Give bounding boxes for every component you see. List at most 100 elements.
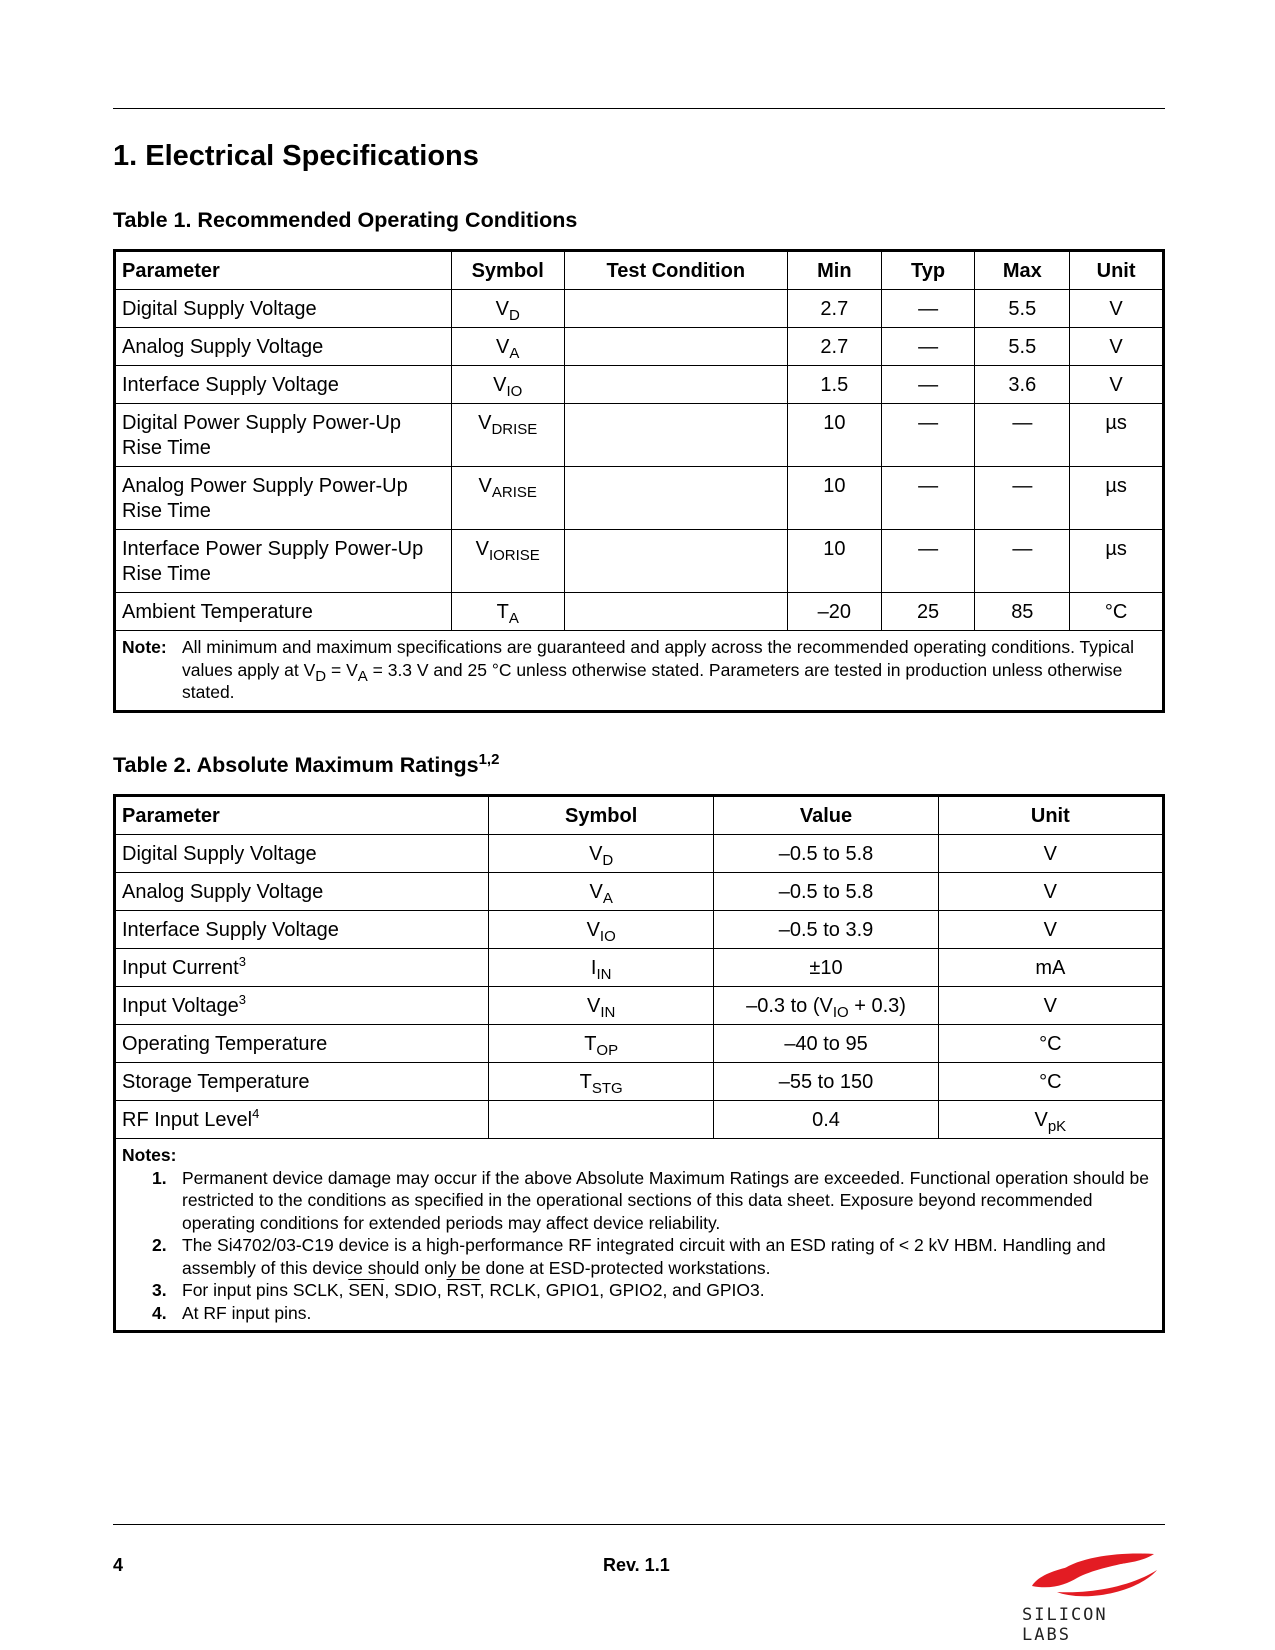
table2-header: Parameter [114,795,489,835]
symbol-subscript: IN [600,1004,616,1021]
symbol-cell: TA [450,592,565,631]
symbol-subscript: IN [596,966,612,983]
parameter-cell: Storage Temperature [114,1062,489,1101]
silicon-labs-logo-icon [1032,1553,1157,1597]
parameter-cell: Analog Supply Voltage [114,327,452,366]
parameter-cell: Interface Supply Voltage [114,365,452,404]
unit: V [1043,995,1058,1017]
table1-header: Test Condition [563,250,788,290]
symbol: V [495,298,509,320]
symbol-subscript: DRISE [491,421,538,438]
table-row: Digital Supply Voltage VD –0.5 to 5.8 V [114,834,1165,873]
value-cell: ±10 [713,948,939,987]
note-item: 2. The Si4702/03-C19 device is a high-per… [152,1234,1156,1279]
note-text: All minimum and maximum specifications a… [182,637,1134,702]
note-text: The Si4702/03-C19 device is a high-perfo… [182,1235,1106,1278]
parameter: Analog Supply Voltage [122,881,324,903]
max-cell: 3.6 [974,365,1071,404]
table1-header: Max [974,250,1071,290]
table-row: Interface Supply Voltage VIO 1.5—3.6 V [114,365,1164,404]
unit: V [1034,1109,1048,1131]
symbol-cell: TSTG [487,1062,715,1101]
parameter: Operating Temperature [122,1033,328,1055]
symbol: T [579,1071,592,1093]
table-row: Storage Temperature TSTG –55 to 150 °C [114,1062,1165,1101]
table-row: Interface Power Supply Power-Up Rise Tim… [114,529,1164,593]
table-row: Ambient Temperature TA –20 25 85 °C [114,592,1164,631]
table-row: Interface Supply Voltage VIO –0.5 to 3.9 V [114,910,1165,949]
parameter: RF Input Level [122,1109,253,1131]
silicon-labs-logo: SILICON LABS [1022,1548,1167,1645]
table2-header: Symbol [487,795,715,835]
max-cell: — [974,466,1071,530]
table-row: Input Voltage3 VIN –0.3 to (VIO + 0.3) V [114,986,1165,1025]
symbol: V [475,538,489,560]
min-cell: 2.7 [786,289,882,328]
max-cell: — [974,403,1071,467]
notes-label: Notes: [122,1145,177,1165]
symbol: V [496,336,510,358]
parameter: Input Current [122,957,239,979]
unit-cell: V [937,910,1165,949]
unit-cell: °C [937,1024,1165,1063]
parameter-cell: Interface Supply Voltage [114,910,489,949]
table1-header: Min [786,250,882,290]
symbol-cell: VIO [450,365,565,404]
symbol: V [586,995,601,1017]
symbol-subscript: IO [599,928,616,945]
table1-header: Unit [1069,250,1164,290]
value-cell: 0.4 [713,1100,939,1139]
symbol: T [496,601,509,623]
table1: Parameter Symbol Test Condition Min Typ Max Un… [113,249,1165,713]
value-cell: –0.5 to 5.8 [713,872,939,911]
symbol: T [584,1033,597,1055]
typ-cell: 25 [880,592,976,631]
unit-cell: µs [1069,529,1164,593]
unit-cell: VpK [937,1100,1165,1139]
footer-rule [113,1524,1165,1525]
parameter-cell: Interface Power Supply Power-Up Rise Tim… [114,529,452,593]
note-number: 2. [152,1235,167,1255]
note-item: 3. For input pins SCLK, SEN, SDIO, RST, R… [152,1279,1156,1302]
note-item: 1. Permanent device damage may occur if t… [152,1167,1156,1235]
table-row: Digital Power Supply Power-Up Rise Time V… [114,403,1164,467]
symbol: V [589,881,603,903]
note-text: For input pins SCLK, SEN, SDIO, RST, RCL… [182,1280,765,1300]
table-row: Analog Supply Voltage VA 2.7—5.5 V [114,327,1164,366]
parameter: Digital Supply Voltage [122,843,317,865]
parameter-cell: Analog Supply Voltage [114,872,489,911]
revision: Rev. 1.1 [603,1555,670,1575]
unit-cell: V [1069,365,1164,404]
note-row: Note: All minimum and maximum specificati… [114,630,1164,712]
unit-subscript: pK [1047,1118,1067,1135]
symbol-subscript: A [509,345,520,362]
parameter-cell: Input Voltage3 [114,986,489,1025]
unit: mA [1035,957,1066,979]
table-row: Input Current3 IIN ±10 mA [114,948,1165,987]
symbol-cell: VIO [487,910,715,949]
symbol-subscript: STG [591,1080,623,1097]
typ-cell: — [880,365,976,404]
parameter-cell: Operating Temperature [114,1024,489,1063]
unit: V [1043,881,1058,903]
symbol: I [590,957,597,979]
note-text: At RF input pins. [182,1302,312,1323]
table1-header: Parameter [114,250,452,290]
unit-cell: µs [1069,403,1164,467]
table2-notes: Notes: 1. Permanent device damage may occu… [114,1138,1164,1332]
unit-cell: V [1069,327,1164,366]
value-cell: –0.3 to (VIO + 0.3) [713,986,939,1025]
parameter: Interface Supply Voltage [122,919,339,941]
table1-header: Symbol [450,250,565,290]
value-cell: –0.5 to 5.8 [713,834,939,873]
unit-cell: °C [1069,592,1164,631]
cond-cell [563,529,788,593]
typ-cell: — [880,529,976,593]
table2-header: Unit [937,795,1165,835]
unit-cell: mA [937,948,1165,987]
table-row: Digital Supply Voltage VD 2.7—5.5 V [114,289,1164,328]
symbol-subscript: D [508,307,520,324]
min-cell: –20 [786,592,882,631]
parameter: Storage Temperature [122,1071,310,1093]
min-cell: 1.5 [786,365,882,404]
